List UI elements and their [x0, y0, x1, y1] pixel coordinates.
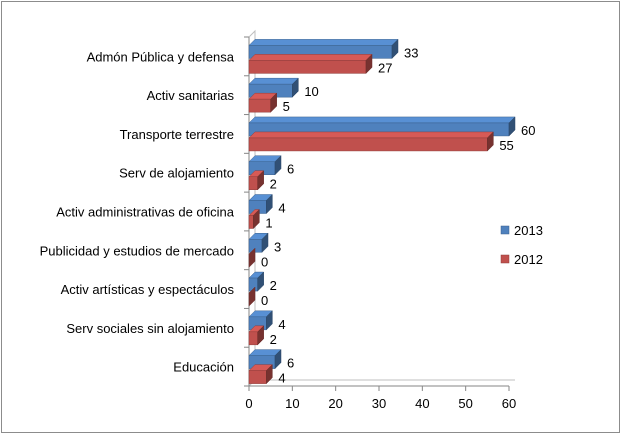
- value-tick-label: 30: [372, 396, 386, 411]
- value-tick-label: 60: [502, 396, 516, 411]
- data-label: 33: [404, 45, 418, 60]
- bar-2012: [248, 286, 256, 307]
- data-label: 0: [261, 293, 268, 308]
- category-label: Admón Pública y defensa: [87, 49, 235, 64]
- legend-label: 2013: [514, 223, 543, 238]
- data-label: 5: [283, 99, 290, 114]
- bar-2012: [248, 208, 260, 230]
- data-label: 60: [521, 123, 535, 138]
- bar-2012: [248, 170, 265, 191]
- back-wall: [248, 29, 256, 380]
- bar-2013: [248, 271, 265, 292]
- bar-2012: [248, 92, 278, 113]
- data-label: 4: [278, 317, 285, 332]
- data-label: 2: [270, 177, 277, 192]
- category-label: Serv sociales sin alojamiento: [66, 321, 234, 336]
- value-tick-label: 10: [285, 396, 299, 411]
- data-label: 2: [270, 332, 277, 347]
- category-label: Activ sanitarias: [147, 88, 235, 103]
- data-label: 2: [270, 278, 277, 293]
- value-tick-label: 50: [458, 396, 472, 411]
- value-tick-label: 20: [328, 396, 342, 411]
- value-tick-label: 40: [415, 396, 429, 411]
- bar-2012: [248, 325, 265, 346]
- data-label: 0: [261, 254, 268, 269]
- data-label: 6: [287, 356, 294, 371]
- category-label: Activ artísticas y espectáculos: [61, 282, 235, 297]
- bar-2012: [248, 364, 273, 385]
- data-label: 27: [378, 60, 392, 75]
- category-label: Publicidad y estudios de mercado: [40, 243, 234, 258]
- bar-2013: [248, 232, 269, 253]
- data-label: 3: [274, 239, 281, 254]
- bar-2012: [248, 247, 256, 268]
- data-label: 4: [278, 201, 285, 216]
- legend-label: 2012: [514, 252, 543, 267]
- data-label: 1: [265, 216, 272, 231]
- data-label: 4: [278, 371, 285, 386]
- category-axis-labels: Admón Pública y defensa Activ sanitarias T…: [40, 49, 235, 374]
- legend: 2013 2012: [500, 223, 543, 267]
- floor-edge: [248, 379, 515, 387]
- category-label: Serv de alojamiento: [119, 166, 234, 181]
- bar-2013: [248, 193, 273, 215]
- legend-swatch-2012: [500, 254, 510, 264]
- bar-2012: [248, 53, 373, 74]
- legend-swatch-2013: [500, 225, 510, 235]
- data-label: 6: [287, 162, 294, 177]
- category-label: Transporte terrestre: [120, 127, 234, 142]
- category-label: Educación: [173, 360, 234, 375]
- bar-2012: [248, 131, 494, 152]
- value-axis-ticks: 0 10 20 30 40 50 60: [245, 386, 516, 411]
- value-tick-label: 0: [245, 396, 252, 411]
- category-label: Activ administrativas de oficina: [56, 205, 235, 220]
- data-label: 55: [499, 138, 513, 153]
- data-label: 10: [304, 84, 318, 99]
